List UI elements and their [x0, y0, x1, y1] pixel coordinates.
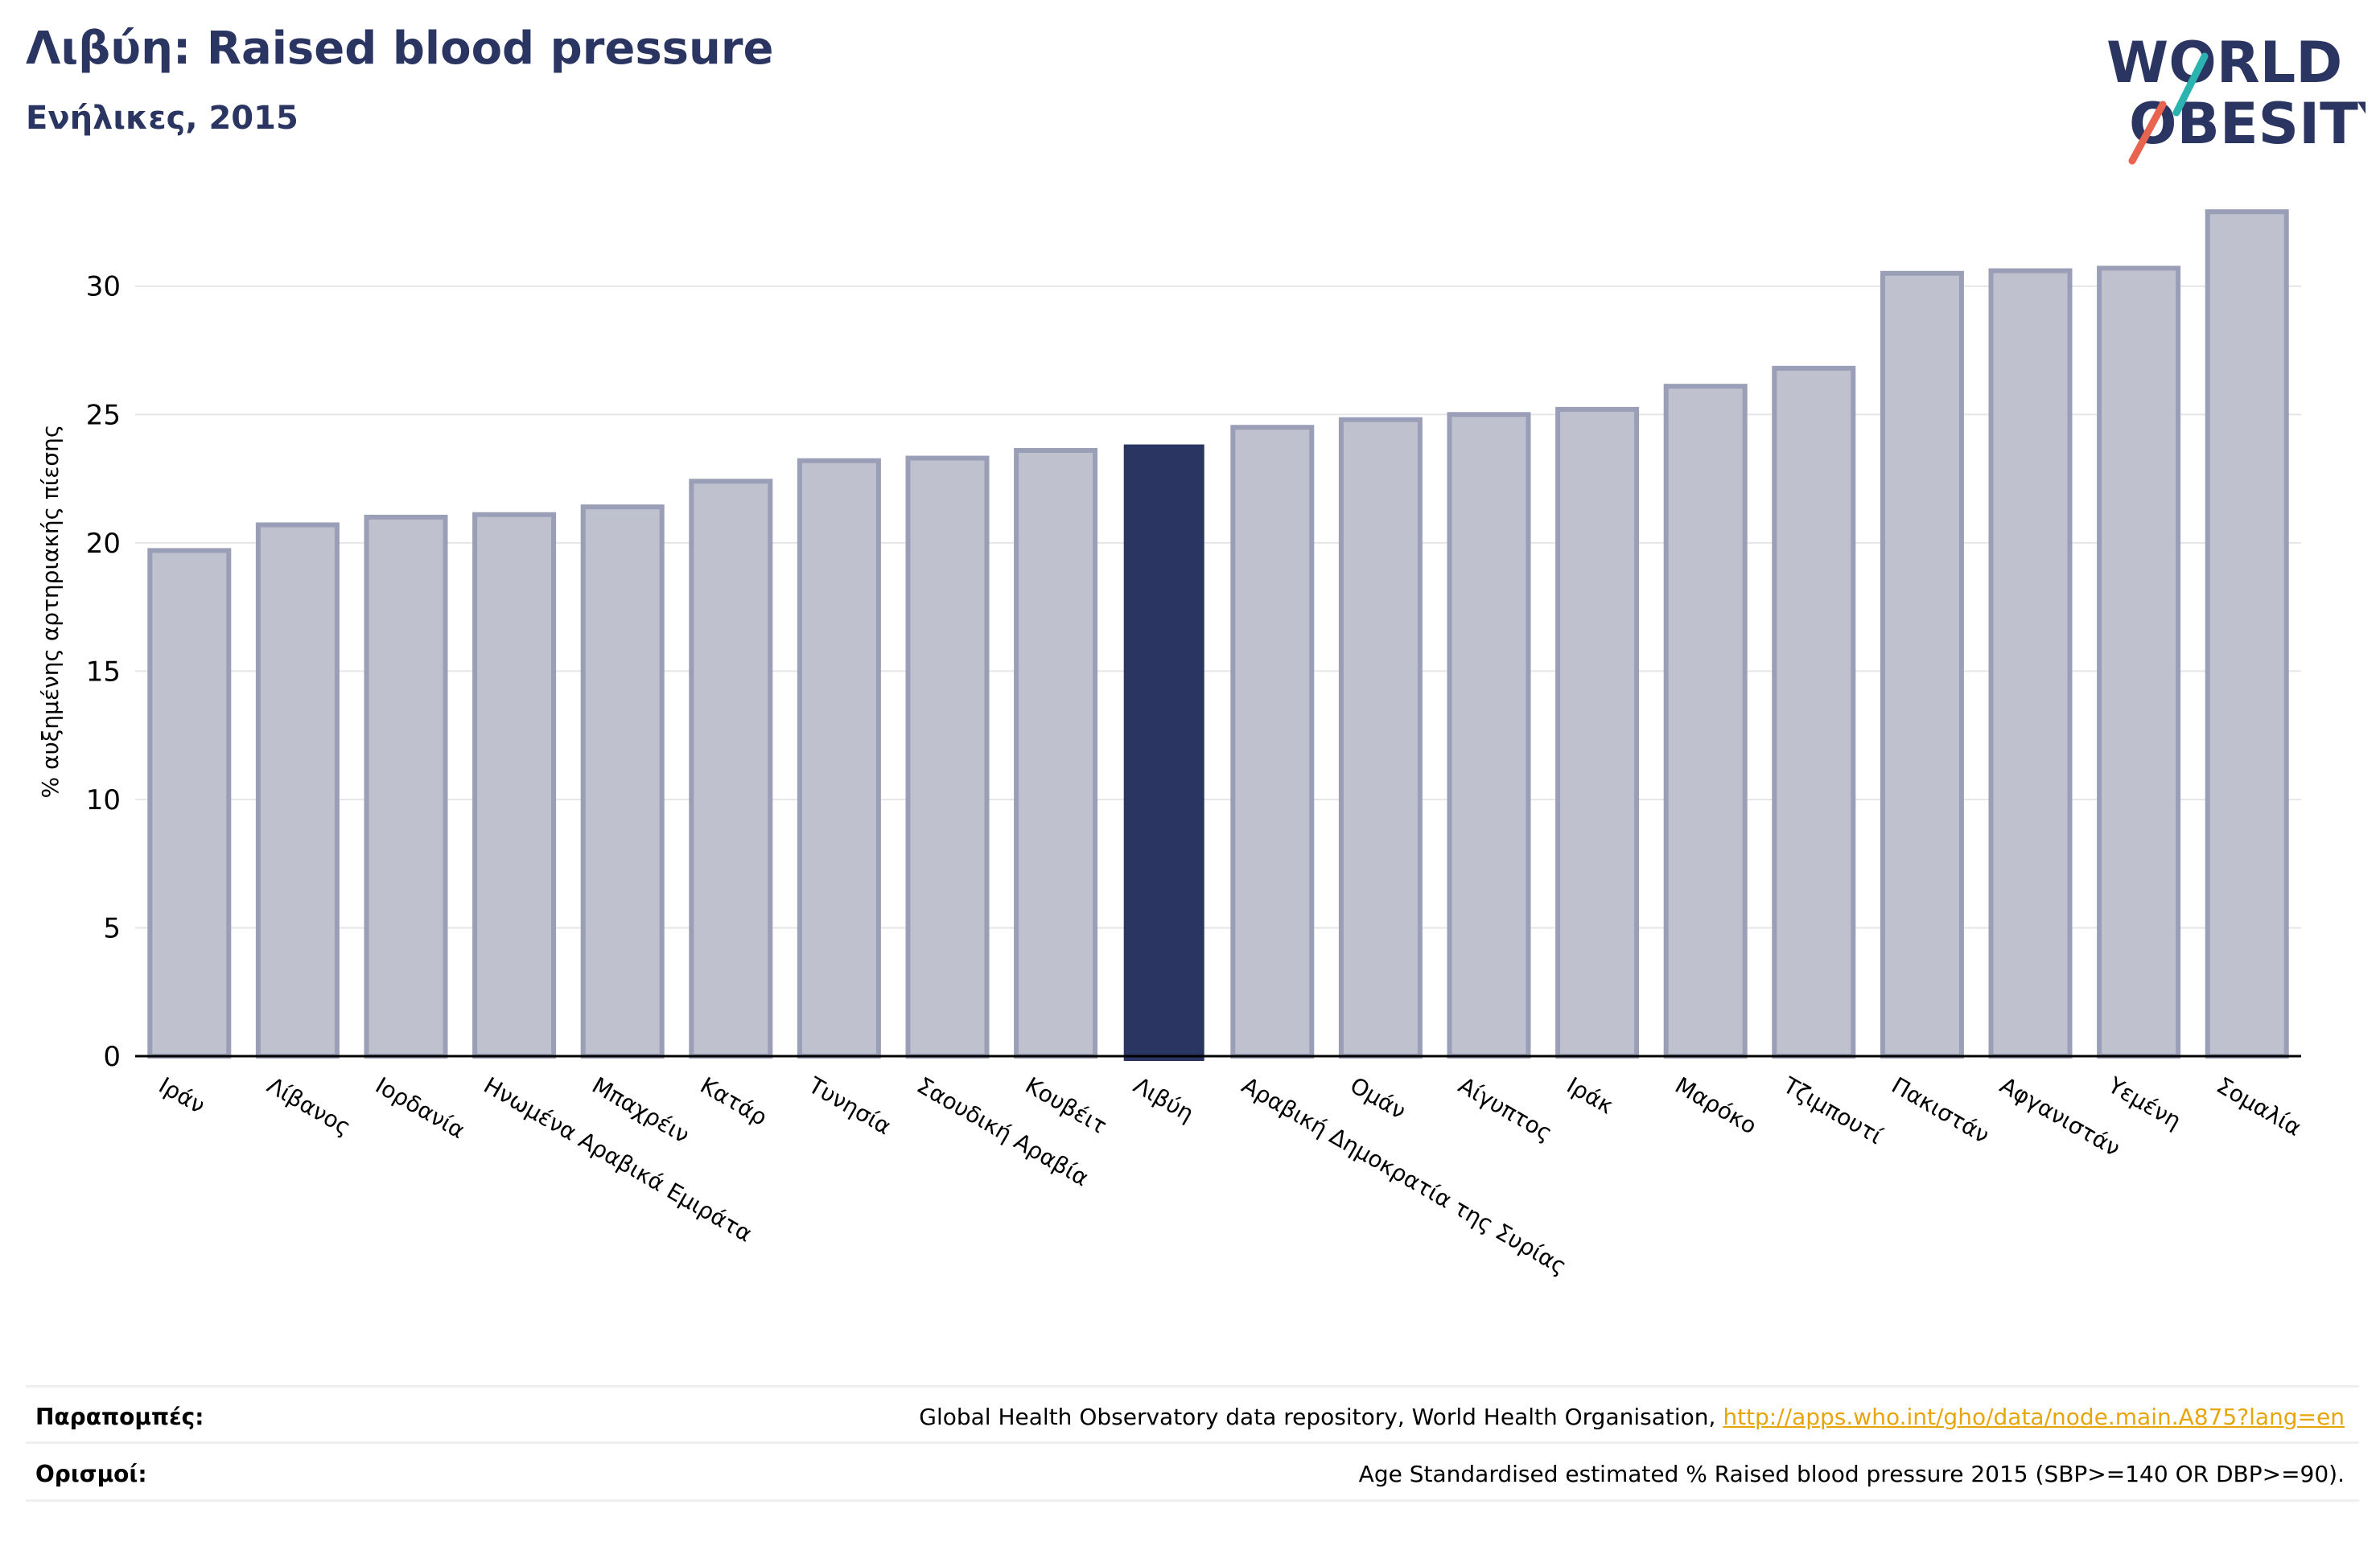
y-tick-label: 15: [86, 656, 121, 688]
page-title: Λιβύη: Raised blood pressure: [26, 23, 774, 75]
footer-divider-bottom: [26, 1499, 2359, 1502]
y-tick-label: 5: [103, 912, 121, 944]
x-tick-label: Κατάρ: [696, 1071, 772, 1131]
bar: [1014, 447, 1098, 1059]
y-tick-label: 0: [103, 1041, 121, 1073]
bar: [147, 548, 232, 1059]
x-tick-label: Υεμένη: [2103, 1071, 2186, 1134]
bar: [364, 514, 448, 1059]
bar: [689, 479, 773, 1059]
logo-teal-slash-icon: [2172, 52, 2209, 117]
bar: [797, 458, 881, 1059]
definitions-text: Age Standardised estimated % Raised bloo…: [1358, 1461, 2345, 1487]
x-tick-label: Αίγυπτος: [1454, 1071, 1557, 1146]
x-tick-label: Λιβύη: [1129, 1071, 1198, 1127]
bar: [2205, 209, 2289, 1059]
x-tick-label: Αφγανιστάν: [1995, 1071, 2125, 1162]
footer-divider-middle: [26, 1441, 2359, 1444]
bar: [472, 512, 557, 1059]
bar: [1988, 268, 2073, 1059]
x-tick-label: Λίβανος: [262, 1071, 355, 1141]
bar: [1447, 412, 1531, 1059]
x-tick-label: Ιορδανία: [371, 1071, 469, 1144]
y-tick-label: 25: [86, 399, 121, 431]
bar: [1663, 384, 1748, 1059]
chart-bars: [147, 209, 2289, 1061]
references-source: Global Health Observatory data repositor…: [919, 1404, 1723, 1430]
bar: [1338, 417, 1423, 1059]
logo-line2: OBESITY: [2129, 91, 2366, 157]
x-tick-label: Μαρόκο: [1670, 1071, 1761, 1139]
x-tick-label: Πακιστάν: [1887, 1071, 1994, 1149]
references-label: Παραπομπές:: [35, 1404, 204, 1430]
y-axis-label: % αυξημένης αρτηριακής πίεσης: [37, 425, 64, 799]
x-tick-label: Ιράκ: [1563, 1071, 1618, 1119]
x-tick-label: Τζιμπουτί: [1778, 1071, 1888, 1149]
y-tick-label: 20: [86, 528, 121, 560]
bar-highlighted: [1123, 444, 1204, 1061]
page-subtitle: Ενήλικες, 2015: [26, 100, 299, 137]
x-tick-label: Ιράν: [154, 1071, 210, 1119]
references-text: Global Health Observatory data repositor…: [919, 1404, 2345, 1430]
bar: [255, 522, 340, 1059]
x-tick-label: Ομάν: [1345, 1071, 1410, 1125]
bar: [1555, 406, 1640, 1059]
chart-grid: [135, 285, 2301, 929]
footer-divider-top: [26, 1385, 2359, 1388]
y-tick-label: 10: [86, 784, 121, 816]
x-tick-label: Σομαλία: [2212, 1071, 2306, 1141]
logo-coral-slash-icon: [2128, 101, 2167, 165]
x-tick-label: Κουβέιτ: [1021, 1071, 1112, 1139]
x-tick-label: Τυνησία: [804, 1071, 896, 1140]
logo-line1: WORLD: [2106, 30, 2342, 96]
bar: [2097, 265, 2181, 1059]
definitions-label: Ορισμοί:: [35, 1461, 147, 1487]
references-link[interactable]: http://apps.who.int/gho/data/node.main.A…: [1723, 1404, 2345, 1430]
bar: [1772, 365, 1856, 1059]
bar: [580, 504, 665, 1059]
bar: [1880, 270, 1964, 1059]
y-tick-label: 30: [86, 271, 121, 303]
world-obesity-logo: WORLD OBESITY: [2106, 30, 2366, 165]
bar: [905, 455, 990, 1059]
bar: [1230, 425, 1315, 1059]
